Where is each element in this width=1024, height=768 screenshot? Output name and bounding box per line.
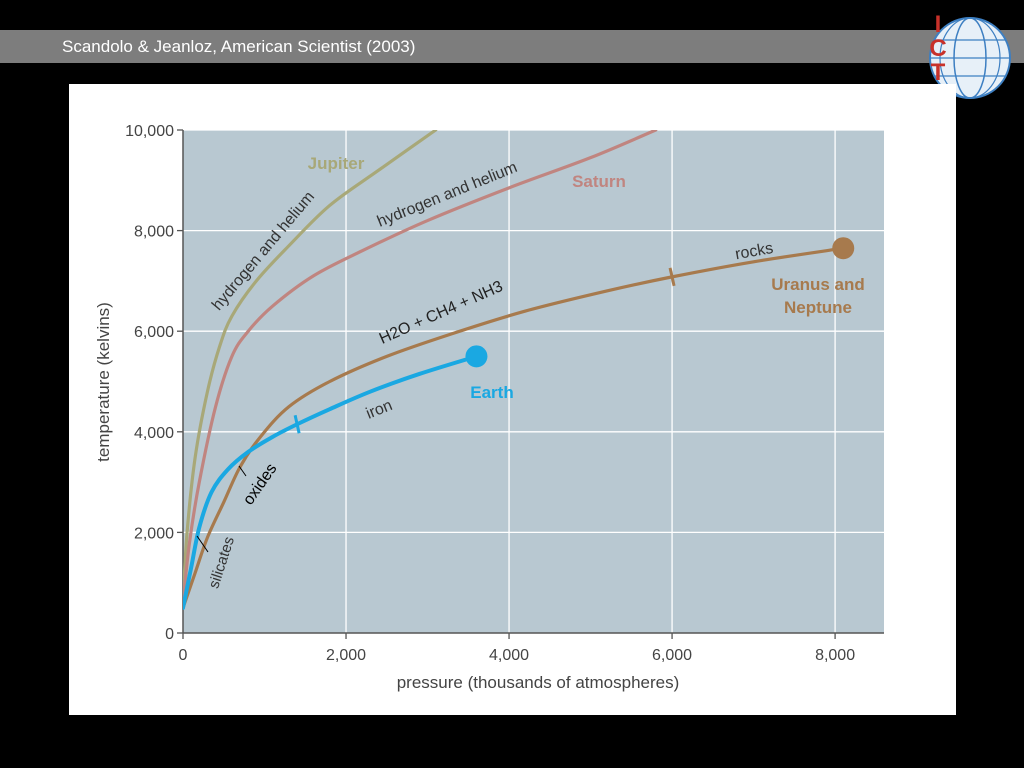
earth-line	[183, 354, 479, 610]
earth-end-marker	[465, 345, 488, 368]
axes: 0 2,000 4,000 6,000 8,000 10,000 0 2,000 4,000 6,…	[125, 123, 884, 664]
y-tick-label: 8,000	[134, 224, 174, 241]
x-tick-label: 4,000	[489, 647, 529, 664]
x-axis-label: pressure (thousands of atmospheres)	[397, 673, 680, 692]
saturn-line	[183, 130, 658, 605]
rocks-label: rocks	[734, 240, 775, 263]
plot-area	[183, 130, 884, 633]
x-tick-label: 0	[179, 647, 188, 664]
uranus-and-neptune-tick-mark	[668, 267, 676, 287]
uranus-neptune-label-line2: Neptune	[784, 298, 852, 317]
series-markers	[293, 237, 855, 434]
header-bar	[0, 30, 1024, 63]
chart: 0 2,000 4,000 6,000 8,000 10,000 0 2,000 4,000 6,…	[94, 123, 884, 692]
y-axis-label: temperature (kelvins)	[94, 302, 113, 462]
silicates-pointer	[196, 535, 209, 553]
earth-label: Earth	[470, 383, 513, 402]
y-tick-label: 4,000	[134, 425, 174, 442]
saturn-label: Saturn	[572, 172, 626, 191]
x-tick-label: 6,000	[652, 647, 692, 664]
jupiter-label: Jupiter	[308, 154, 365, 173]
y-tick-label: 0	[165, 626, 174, 643]
x-tick-label: 8,000	[815, 647, 855, 664]
logo-letter-c: C	[929, 35, 946, 62]
logo-letter-t: T	[931, 59, 946, 86]
y-tick-label: 6,000	[134, 324, 174, 341]
y-tick-label: 10,000	[125, 123, 174, 140]
earth-tick-mark	[293, 414, 301, 434]
uranus-neptune-label-line1: Uranus and	[771, 275, 865, 294]
logo-letter-i: I	[935, 11, 942, 38]
uranus-and-neptune-end-marker	[832, 237, 855, 260]
y-tick-label: 2,000	[134, 525, 174, 542]
ictp-logo: I C T P	[929, 11, 1011, 106]
jupiter-line	[183, 130, 438, 605]
x-tick-label: 2,000	[326, 647, 366, 664]
chart-panel: 0 2,000 4,000 6,000 8,000 10,000 0 2,000 4,000 6,…	[69, 84, 956, 715]
header-title: Scandolo & Jeanloz, American Scientist (…	[62, 37, 416, 56]
oxides-pointer	[238, 465, 247, 477]
